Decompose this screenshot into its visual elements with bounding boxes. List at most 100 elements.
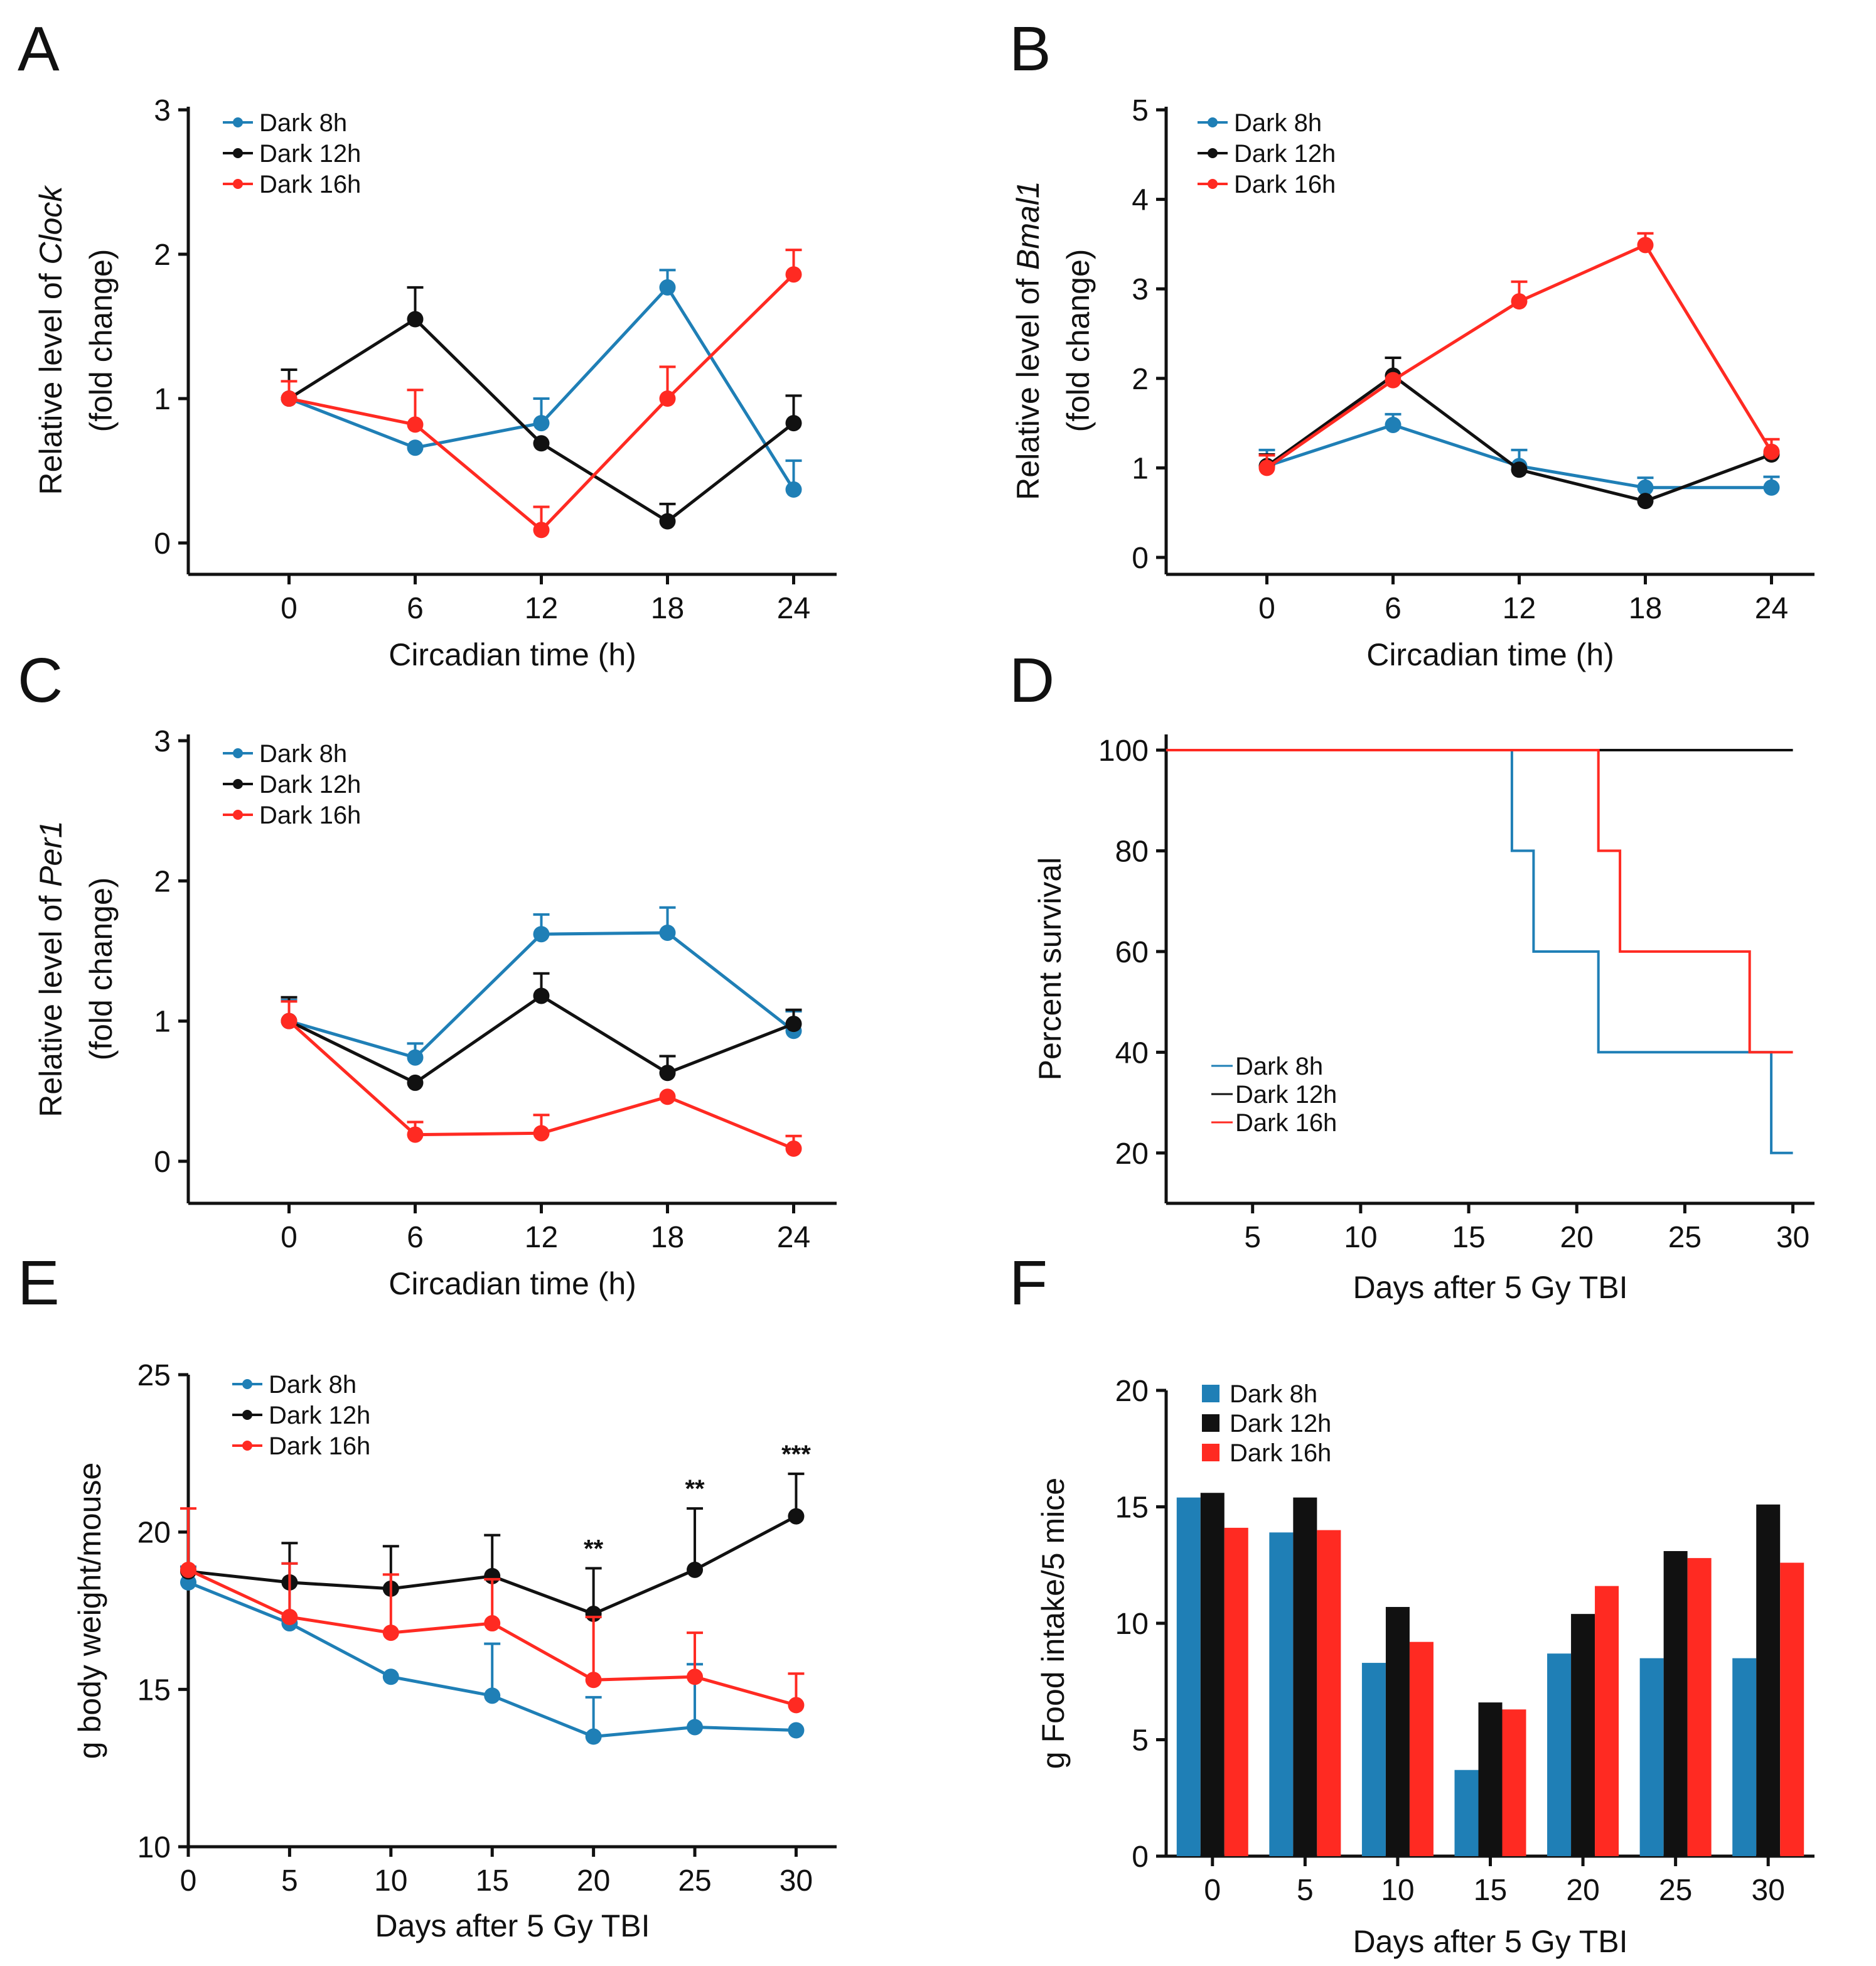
data-point [585,1728,602,1745]
x-tick-label: 6 [407,1221,424,1254]
y-tick-label: 2 [154,239,171,272]
y-axis-title-text: Percent survival [1032,857,1068,1081]
data-point [785,266,802,283]
bar [1663,1550,1688,1856]
x-tick-label: 12 [525,1221,558,1254]
series-line [1266,374,1772,503]
series-dark-16h [1258,232,1780,476]
y-axis-title-text: Relative level of [33,887,68,1117]
legend-label: Dark 8h [259,740,347,768]
data-point [407,1049,424,1066]
y-tick-label: 15 [1115,1491,1149,1525]
series-dark-16h [281,1000,802,1157]
data-point [1385,372,1402,389]
y-tick-label: 60 [1115,936,1149,969]
y-tick-label: 0 [154,1146,171,1179]
series-line [288,994,795,1085]
series-dark-12h [180,1472,805,1623]
y-axis-title: (fold change) [1061,249,1096,432]
data-point [533,435,550,452]
data-point [533,987,550,1004]
bar [1361,1663,1386,1856]
bar [1200,1493,1225,1856]
y-axis-title-text: (fold change) [83,249,119,432]
legend-label: Dark 16h [259,171,361,198]
series-dark-8h [1176,1497,1757,1856]
legend-label: Dark 8h [269,1371,356,1399]
bar [1478,1702,1503,1856]
series-dark-16h [180,1507,805,1714]
legend-marker [233,179,243,189]
significance-label: ** [584,1535,604,1562]
x-tick-label: 12 [1503,592,1536,625]
legend-label: Dark 12h [1234,140,1336,168]
series-line [288,286,795,491]
data-point [1511,293,1528,310]
x-axis-title: Circadian time (h) [389,1266,636,1301]
data-point [407,1074,424,1091]
data-point [407,439,424,456]
x-axis-title: Days after 5 Gy TBI [1353,1270,1627,1305]
bar [1595,1586,1619,1856]
y-tick-label: 5 [1132,1724,1149,1758]
y-axis-title-gene: Per1 [33,820,68,887]
survival-curve-dark-8h [1166,749,1793,1154]
legend-marker [242,1410,252,1420]
x-tick-label: 0 [1258,592,1275,625]
y-axis-title: g body weight/mouse [72,1463,107,1759]
data-point [407,311,424,328]
x-axis-title: Circadian time (h) [1366,637,1614,672]
series-dark-8h [281,269,802,498]
bar [1547,1653,1572,1856]
data-point [1637,237,1654,254]
data-point [407,1126,424,1143]
data-point [585,1672,602,1689]
x-tick-label: 15 [1474,1874,1507,1907]
y-axis-title: Relative level of Clock [33,185,68,495]
x-tick-label: 18 [1629,592,1662,625]
y-axis-title: (fold change) [83,878,119,1061]
data-point [659,1065,676,1082]
x-axis-title: Days after 5 Gy TBI [375,1908,650,1943]
data-point [382,1668,399,1685]
x-tick-label: 24 [777,592,810,625]
y-tick-label: 1 [154,1006,171,1039]
data-point [785,415,802,432]
series-line [1266,243,1773,470]
bar [1639,1658,1664,1856]
legend-marker [233,148,243,158]
significance-label: ** [685,1475,705,1503]
data-point [382,1625,399,1641]
x-tick-label: 0 [281,592,297,625]
legend-marker [233,810,243,820]
y-tick-label: 20 [1115,1137,1149,1171]
legend-label: Dark 16h [259,802,361,829]
bar [1454,1770,1479,1856]
legend-marker [233,748,243,758]
x-axis-title: Circadian time (h) [389,637,636,672]
x-tick-label: 15 [476,1864,509,1898]
bar [1224,1527,1248,1856]
bar [1269,1532,1294,1856]
series-dark-12h [281,972,802,1091]
x-tick-label: 0 [1204,1874,1221,1907]
bar [1732,1658,1757,1856]
legend-label: Dark 12h [269,1402,370,1429]
y-tick-label: 15 [137,1673,171,1707]
x-tick-label: 5 [281,1864,298,1898]
panel-letter: C [18,645,63,716]
data-point [785,1016,802,1033]
y-tick-label: 1 [154,383,171,416]
bar [1756,1504,1781,1856]
y-axis-title: Percent survival [1032,857,1068,1081]
y-axis-title: (fold change) [83,249,119,432]
x-tick-label: 20 [577,1864,610,1898]
survival-curve-dark-16h [1166,749,1793,1054]
y-axis-title: Relative level of Per1 [33,820,68,1117]
y-tick-label: 100 [1098,734,1149,768]
